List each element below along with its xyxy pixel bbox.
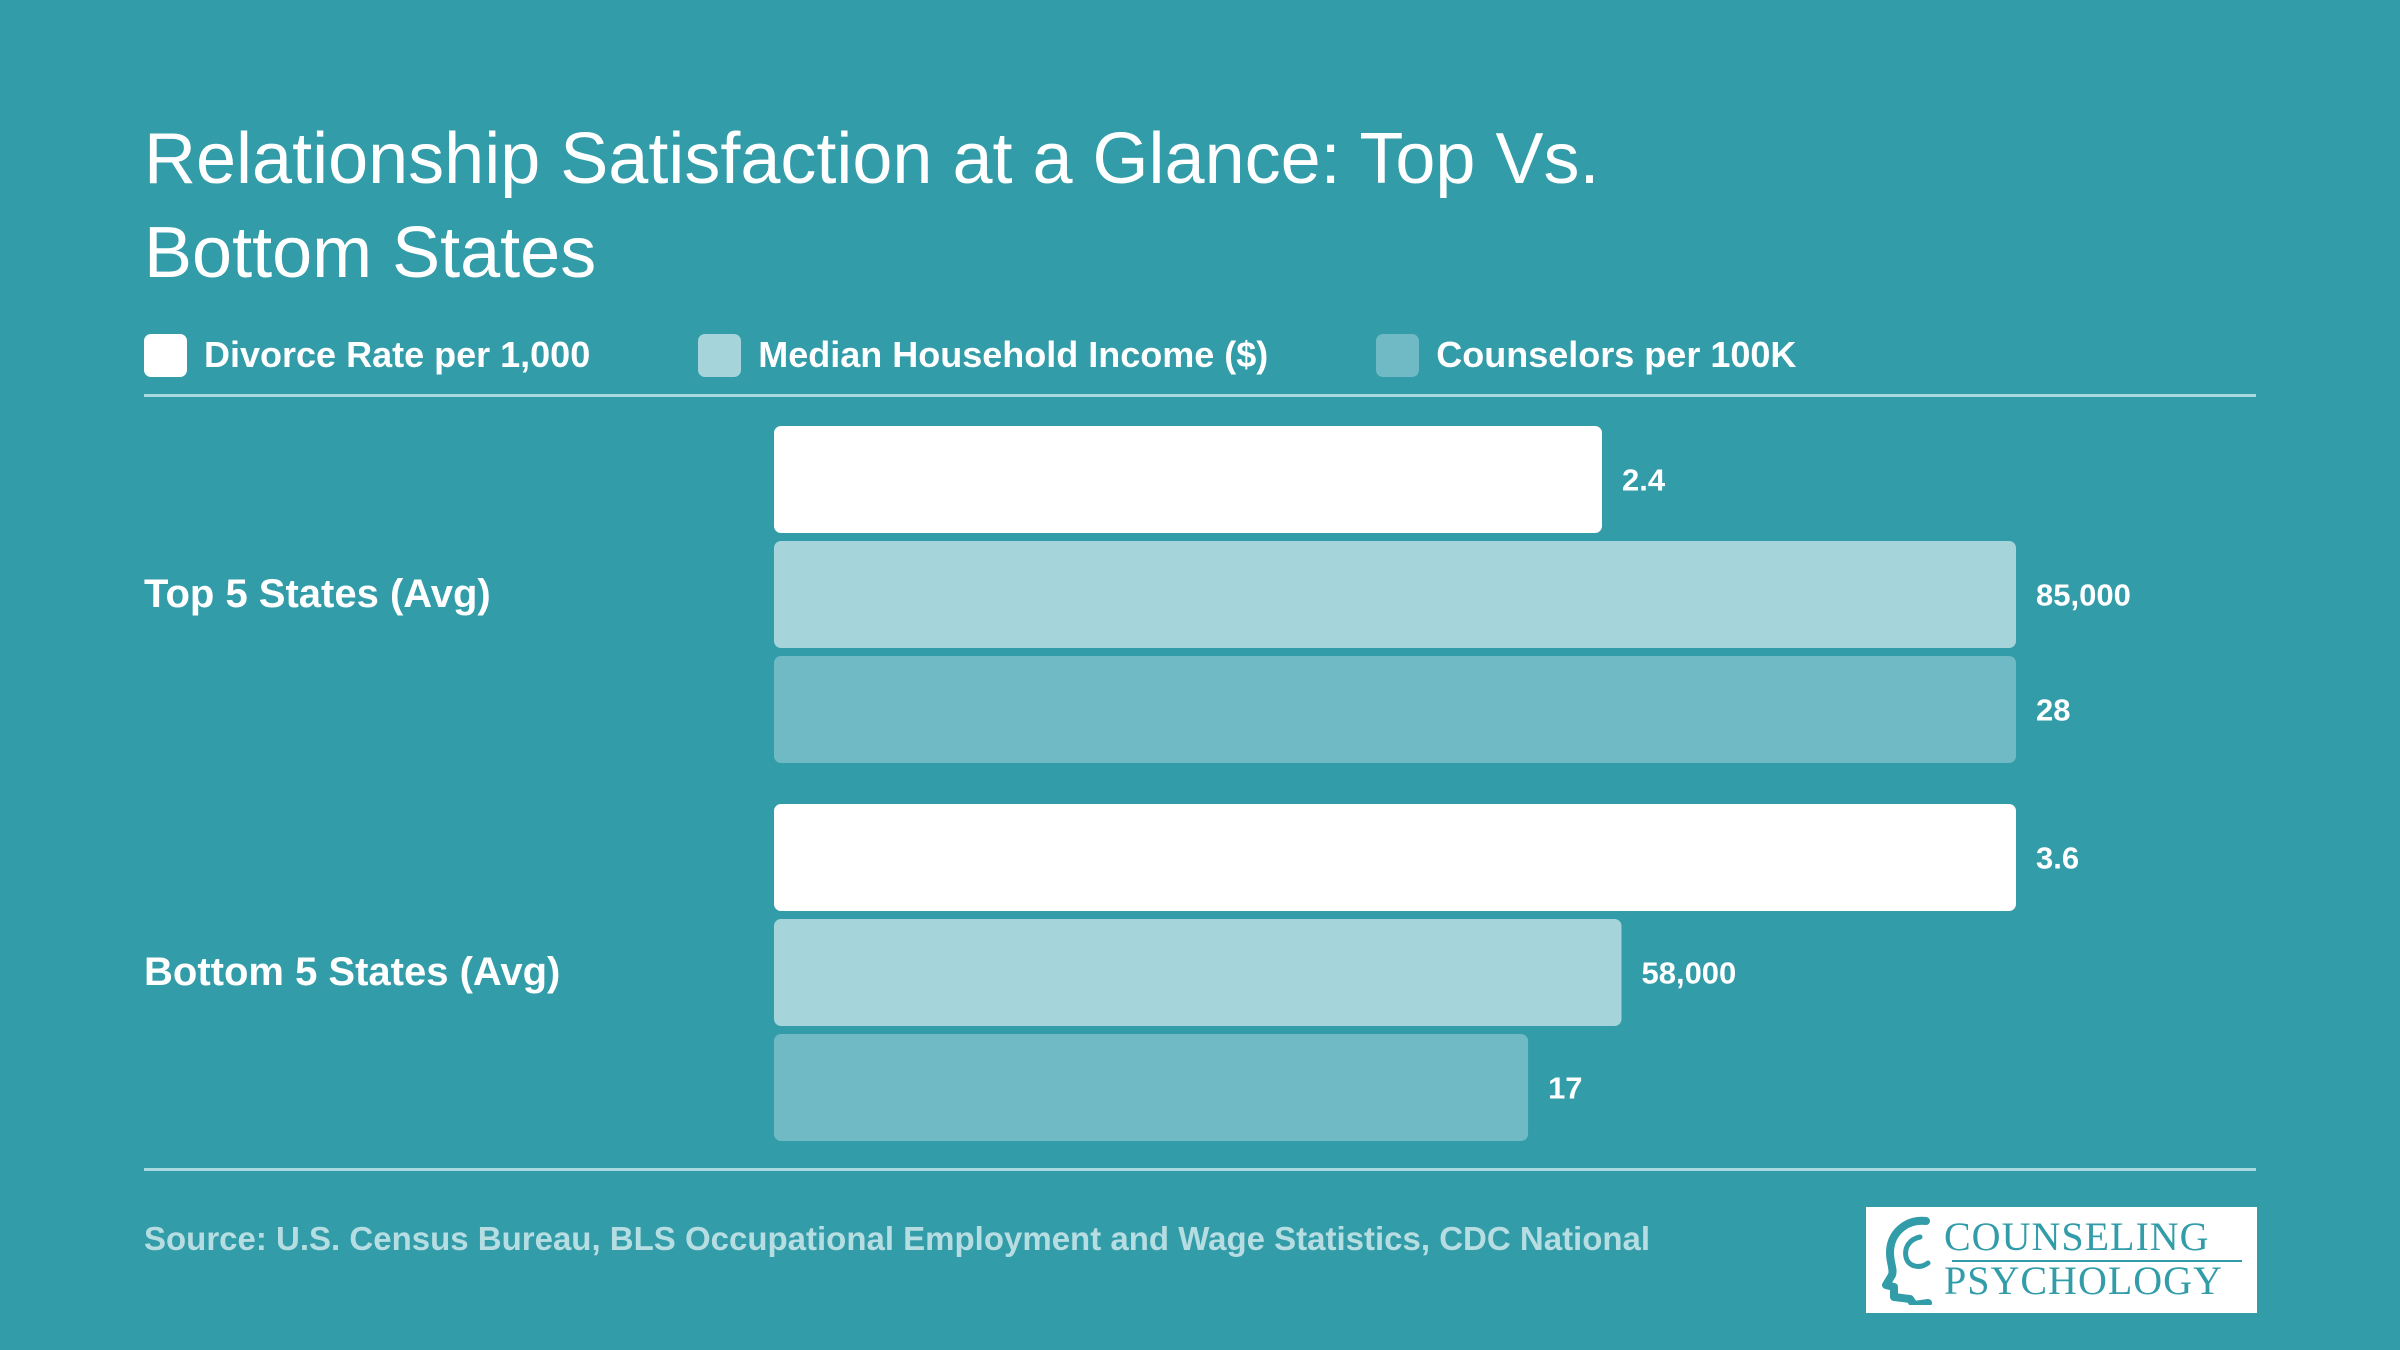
legend-item-divorce-rate: Divorce Rate per 1,000	[144, 333, 591, 377]
legend-item-median-income: Median Household Income ($)	[698, 333, 1269, 377]
legend-swatch-median-income	[698, 333, 742, 377]
data-label: 17	[1548, 1071, 1582, 1106]
bar-top-5-series-0	[774, 426, 1602, 533]
legend-label: Counselors per 100K	[1436, 334, 1797, 375]
legend-swatch-divorce-rate	[144, 333, 187, 377]
legend-label: Median Household Income ($)	[758, 334, 1269, 375]
legend-item-counselors: Counselors per 100K	[1376, 333, 1797, 377]
divider-bottom	[144, 1168, 2256, 1171]
bar-bottom-5-series-0	[774, 804, 2016, 911]
bar-bottom-5-series-2	[774, 1034, 1529, 1141]
counseling-psychology-logo: COUNSELING PSYCHOLOGY	[1866, 1207, 2257, 1313]
legend-label: Divorce Rate per 1,000	[204, 334, 591, 375]
chart-title: Relationship Satisfaction at a Glance: T…	[144, 119, 1600, 293]
bar-top-5-series-2	[774, 656, 2016, 763]
head-profile-icon	[1882, 1216, 1932, 1305]
category-label-top-5: Top 5 States (Avg)	[144, 572, 491, 616]
logo-rule	[1952, 1260, 2242, 1262]
divider-top	[144, 394, 2256, 397]
logo-text-line1: COUNSELING	[1944, 1214, 2210, 1259]
bar-top-5-series-1	[774, 541, 2016, 648]
data-label: 3.6	[2036, 841, 2079, 876]
logo-text-line2: PSYCHOLOGY	[1944, 1258, 2223, 1303]
legend: Divorce Rate per 1,000 Median Household …	[144, 330, 1796, 380]
source-note: Source: U.S. Census Bureau, BLS Occupati…	[144, 1220, 1651, 1257]
data-label: 28	[2036, 693, 2070, 728]
bar-bottom-5-series-1	[774, 919, 1622, 1026]
category-label-bottom-5: Bottom 5 States (Avg)	[144, 950, 561, 994]
data-label: 2.4	[1622, 463, 1666, 498]
data-label: 85,000	[2036, 578, 2131, 613]
legend-swatch-counselors	[1376, 333, 1420, 377]
data-label: 58,000	[1641, 956, 1736, 991]
